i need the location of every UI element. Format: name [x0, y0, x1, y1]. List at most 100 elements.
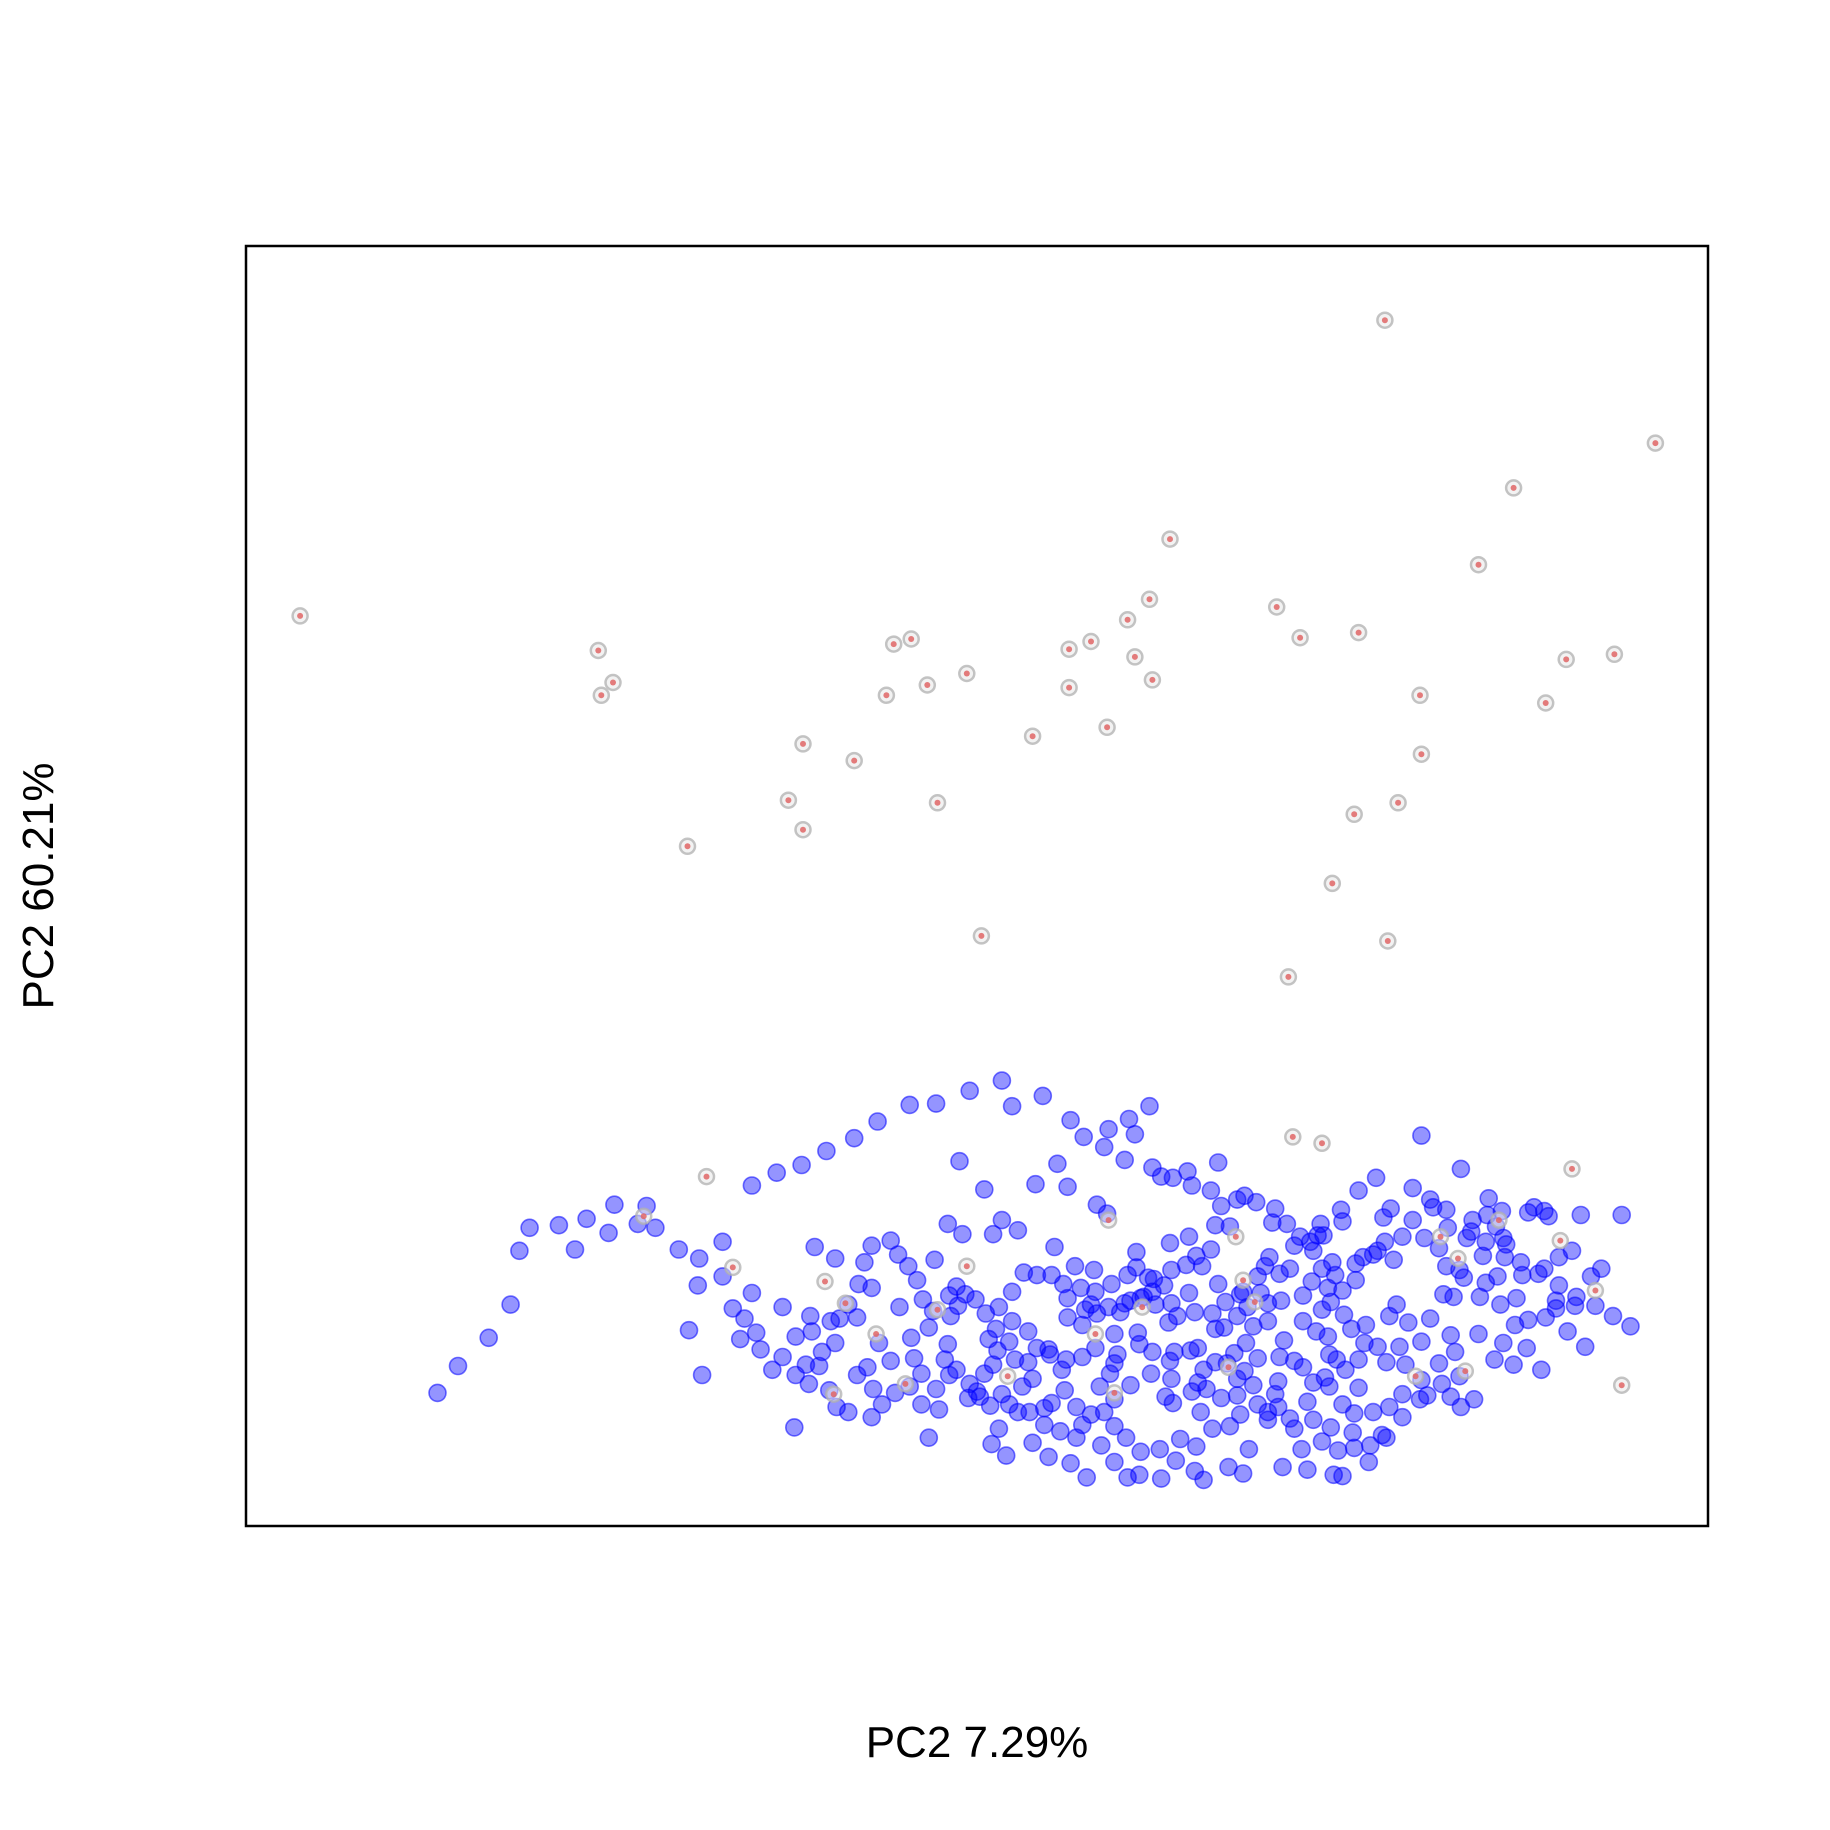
core-point	[1586, 1296, 1605, 1316]
core-point	[890, 1297, 909, 1317]
core-point	[1018, 1322, 1038, 1341]
outlier-center	[1285, 973, 1292, 980]
outlier-center	[1092, 1331, 1099, 1337]
outlier-point	[1060, 640, 1078, 658]
core-point	[751, 1340, 770, 1359]
core-point	[1208, 1153, 1228, 1172]
core-point	[1349, 1181, 1368, 1200]
outlier-center	[1329, 880, 1336, 887]
core-point	[773, 1347, 792, 1367]
outlier-center	[1131, 653, 1138, 660]
core-point	[1368, 1337, 1387, 1357]
core-point	[479, 1328, 499, 1348]
core-point	[669, 1240, 689, 1259]
outlier-center	[1557, 1237, 1564, 1244]
outlier-point	[1557, 650, 1575, 669]
outlier-point	[902, 630, 920, 648]
core-points-layer	[428, 1071, 1640, 1490]
core-point	[1035, 1415, 1054, 1435]
core-point	[992, 1384, 1012, 1404]
core-point	[692, 1365, 712, 1385]
core-point	[960, 1374, 980, 1394]
core-point	[1244, 1375, 1263, 1395]
core-point	[1293, 1286, 1313, 1305]
core-point	[1027, 1338, 1047, 1358]
core-point	[1051, 1422, 1070, 1441]
core-point	[1176, 1255, 1196, 1275]
outlier-center	[822, 1278, 828, 1285]
core-point	[1188, 1338, 1208, 1358]
core-point	[730, 1329, 750, 1349]
core-point	[1166, 1451, 1186, 1470]
core-point	[1140, 1096, 1159, 1116]
core-point	[786, 1327, 806, 1346]
core-point	[762, 1360, 782, 1380]
outlier-center	[1495, 1217, 1502, 1224]
outlier-point	[1023, 727, 1042, 745]
core-point	[1518, 1203, 1538, 1222]
core-point	[1067, 1397, 1086, 1417]
core-point	[1437, 1200, 1456, 1220]
core-point	[1396, 1355, 1415, 1374]
core-point	[1374, 1208, 1393, 1227]
core-point	[1130, 1465, 1149, 1485]
core-point	[805, 1237, 825, 1257]
core-point	[1092, 1436, 1111, 1455]
core-point	[1118, 1468, 1137, 1487]
core-point	[1366, 1168, 1386, 1188]
outlier-point	[1431, 1227, 1450, 1246]
core-point	[1143, 1342, 1162, 1362]
core-point	[1349, 1378, 1368, 1398]
core-point	[1420, 1190, 1440, 1209]
core-point	[1087, 1195, 1107, 1214]
core-point	[1334, 1305, 1354, 1325]
core-point	[1441, 1326, 1460, 1345]
core-point	[992, 1210, 1012, 1230]
outlier-center	[1569, 1165, 1575, 1172]
core-point	[1058, 1177, 1077, 1197]
core-point	[1306, 1322, 1326, 1341]
outlier-center	[1455, 1255, 1461, 1262]
outlier-point	[724, 1258, 742, 1277]
outlier-center	[1351, 811, 1358, 818]
core-point	[953, 1224, 972, 1244]
core-point	[1420, 1309, 1440, 1328]
outlier-center	[1149, 676, 1156, 683]
core-point	[520, 1218, 539, 1238]
core-point	[1163, 1168, 1183, 1188]
outlier-center	[1412, 1373, 1419, 1380]
core-point	[1002, 1282, 1022, 1302]
core-point	[1150, 1439, 1170, 1459]
core-point	[1055, 1381, 1074, 1400]
core-point	[1020, 1402, 1039, 1422]
outlier-point	[697, 1167, 716, 1186]
outlier-center	[684, 843, 691, 850]
core-point	[1621, 1317, 1640, 1336]
core-point	[1479, 1189, 1498, 1208]
outlier-point	[1098, 718, 1116, 737]
core-point	[1298, 1460, 1317, 1479]
outlier-point	[604, 673, 622, 692]
core-point	[1102, 1274, 1121, 1294]
outlier-center	[1592, 1287, 1599, 1294]
core-point	[1415, 1228, 1434, 1248]
core-point	[1027, 1265, 1047, 1285]
core-point	[1248, 1349, 1267, 1368]
core-point	[723, 1299, 743, 1318]
core-point	[1270, 1264, 1289, 1284]
outlier-center	[610, 679, 616, 686]
core-point	[800, 1306, 820, 1326]
outlier-point	[1118, 611, 1137, 629]
core-point	[1445, 1342, 1465, 1362]
outlier-center	[1563, 656, 1570, 663]
core-point	[1265, 1384, 1285, 1404]
core-point	[838, 1402, 858, 1422]
core-point	[1201, 1181, 1221, 1200]
core-point	[1476, 1232, 1496, 1252]
core-point	[950, 1151, 969, 1171]
core-point	[919, 1428, 939, 1447]
outlier-center	[890, 641, 897, 648]
core-point	[1511, 1253, 1531, 1272]
core-point	[1105, 1416, 1124, 1436]
outlier-center	[934, 1306, 941, 1313]
